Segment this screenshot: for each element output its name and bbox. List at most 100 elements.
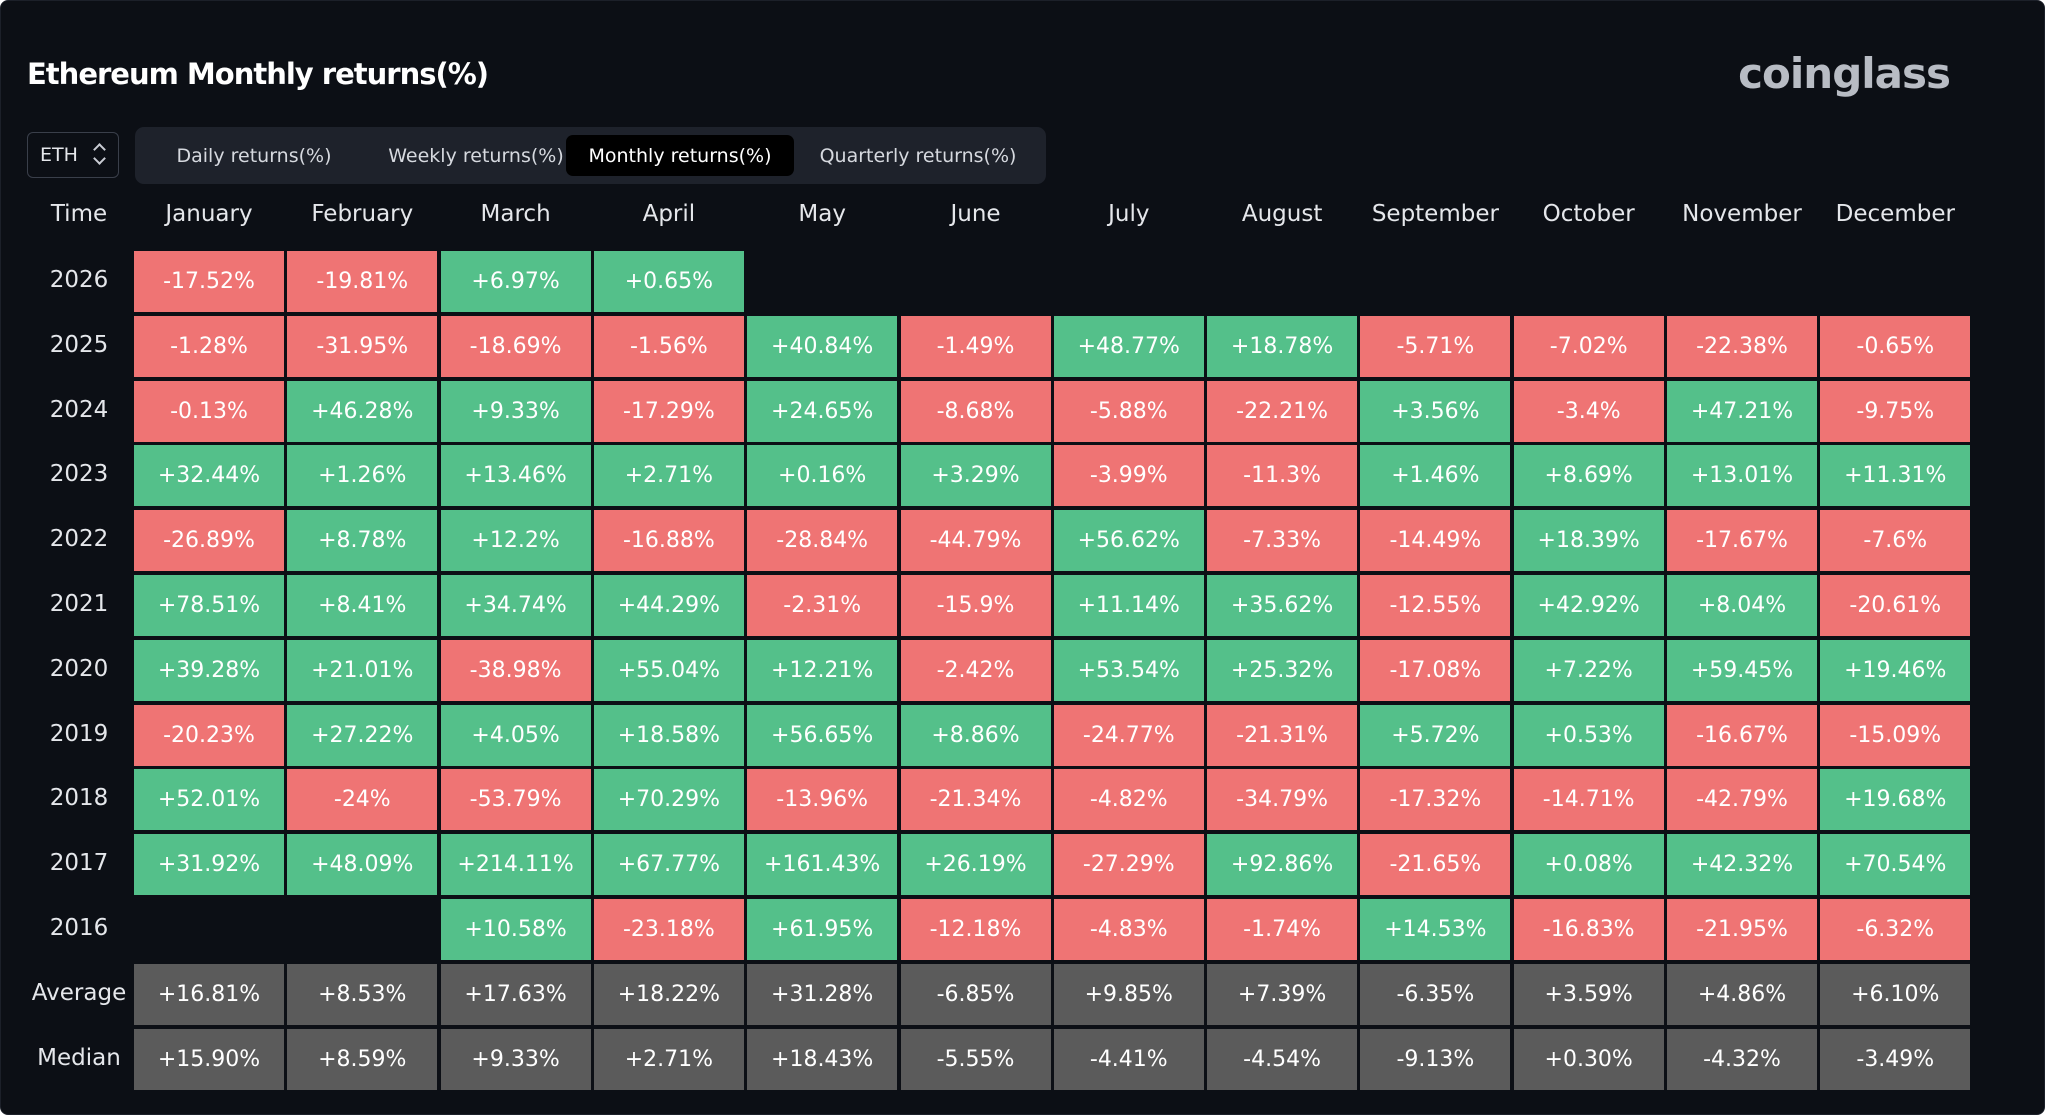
summary-cell: +17.63%	[440, 963, 591, 1025]
return-cell: +14.53%	[1360, 899, 1511, 960]
return-cell: -16.67%	[1667, 704, 1817, 766]
return-cell: +40.84%	[747, 315, 898, 377]
return-cell: +1.26%	[287, 445, 438, 507]
return-cell: +42.32%	[1667, 834, 1817, 896]
return-cell: +9.33%	[440, 380, 591, 442]
return-cell: +0.65%	[593, 251, 744, 312]
summary-cell: +18.22%	[593, 963, 744, 1025]
return-cell: -27.29%	[1053, 834, 1204, 896]
summary-cell: +18.43%	[747, 1028, 898, 1090]
return-cell: -4.82%	[1053, 769, 1204, 831]
return-cell: +26.19%	[900, 834, 1051, 896]
return-cell: +42.92%	[1513, 575, 1664, 636]
return-cell: +161.43%	[747, 834, 898, 896]
return-cell: -7.33%	[1207, 510, 1358, 572]
return-cell: -17.29%	[593, 380, 744, 442]
return-cell: +53.54%	[1053, 639, 1204, 701]
return-cell: +39.28%	[134, 639, 284, 701]
return-cell: -14.71%	[1513, 769, 1664, 831]
return-cell: -21.65%	[1360, 834, 1511, 896]
return-cell: -31.95%	[287, 315, 438, 377]
return-cell: +214.11%	[440, 834, 591, 896]
return-cell: +13.01%	[1667, 445, 1817, 507]
return-cell: -22.38%	[1667, 315, 1817, 377]
summary-cell: -6.85%	[900, 963, 1051, 1025]
return-cell: +31.92%	[134, 834, 284, 896]
return-cell: -17.67%	[1667, 510, 1817, 572]
return-cell: -6.32%	[1820, 899, 1971, 960]
summary-cell: -3.49%	[1820, 1028, 1971, 1090]
summary-cell: +8.53%	[287, 963, 438, 1025]
tab-daily-returns[interactable]: Daily returns(%)	[176, 144, 332, 167]
summary-cell: -6.35%	[1360, 963, 1511, 1025]
summary-cell: +7.39%	[1207, 963, 1358, 1025]
return-cell: +1.46%	[1360, 445, 1511, 507]
row-label: 2019	[49, 720, 109, 747]
return-cell: +27.22%	[287, 704, 438, 766]
return-cell: -26.89%	[134, 510, 284, 572]
column-header-november: November	[1682, 201, 1802, 227]
return-cell: +25.32%	[1207, 639, 1358, 701]
return-cell: +0.08%	[1513, 834, 1664, 896]
return-cell: -3.99%	[1053, 445, 1204, 507]
return-cell: +11.14%	[1053, 575, 1204, 636]
summary-cell: -4.32%	[1667, 1028, 1817, 1090]
column-header-september: September	[1371, 201, 1499, 227]
return-cell: +47.21%	[1667, 380, 1817, 442]
return-cell: +48.09%	[287, 834, 438, 896]
return-cell: -5.71%	[1360, 315, 1511, 377]
return-cell: -2.42%	[900, 639, 1051, 701]
return-cell: -17.08%	[1360, 639, 1511, 701]
return-cell: -23.18%	[593, 899, 744, 960]
column-header-july: July	[1108, 201, 1150, 227]
summary-cell: +6.10%	[1820, 963, 1971, 1025]
row-label: Median	[37, 1044, 121, 1071]
symbol-select[interactable]: ETH	[27, 132, 119, 178]
return-cell: -34.79%	[1207, 769, 1358, 831]
return-cell: +24.65%	[747, 380, 898, 442]
return-cell: -20.23%	[134, 704, 284, 766]
row-label: 2017	[49, 850, 109, 877]
return-cell: +18.39%	[1513, 510, 1664, 572]
return-cell: -4.83%	[1053, 899, 1204, 960]
return-cell: +2.71%	[593, 445, 744, 507]
tab-quarterly-returns[interactable]: Quarterly returns(%)	[819, 144, 1017, 167]
return-cell: -0.65%	[1820, 315, 1971, 377]
return-cell: -21.31%	[1207, 704, 1358, 766]
summary-cell: +0.30%	[1513, 1028, 1664, 1090]
return-cell: +13.46%	[440, 445, 591, 507]
return-cell: -12.55%	[1360, 575, 1511, 636]
return-cell: +32.44%	[134, 445, 284, 507]
return-cell: -53.79%	[440, 769, 591, 831]
return-cell: +55.04%	[593, 639, 744, 701]
return-cell: +48.77%	[1053, 315, 1204, 377]
summary-cell: +9.85%	[1053, 963, 1204, 1025]
coinglass-logo: coinglass	[1738, 49, 1951, 98]
summary-cell: +2.71%	[593, 1028, 744, 1090]
chevron-updown-icon	[94, 143, 104, 165]
return-cell: +18.58%	[593, 704, 744, 766]
column-header-august: August	[1241, 201, 1323, 227]
summary-cell: +31.28%	[747, 963, 898, 1025]
summary-cell: +9.33%	[440, 1028, 591, 1090]
return-cell: -15.9%	[900, 575, 1051, 636]
return-cell: +11.31%	[1820, 445, 1971, 507]
return-cell: -38.98%	[440, 639, 591, 701]
return-cell: +12.21%	[747, 639, 898, 701]
row-label: 2020	[49, 655, 109, 682]
row-label: Average	[31, 979, 127, 1006]
return-cell: +59.45%	[1667, 639, 1817, 701]
return-cell: -1.28%	[134, 315, 284, 377]
return-cell: -1.49%	[900, 315, 1051, 377]
tab-weekly-returns[interactable]: Weekly returns(%)	[388, 144, 564, 167]
return-cell: -18.69%	[440, 315, 591, 377]
return-cell: +21.01%	[287, 639, 438, 701]
return-cell: -14.49%	[1360, 510, 1511, 572]
summary-cell: +3.59%	[1513, 963, 1664, 1025]
returns-period-tabs: Daily returns(%) Weekly returns(%) Month…	[135, 127, 1046, 184]
tab-monthly-returns[interactable]: Monthly returns(%)	[566, 135, 794, 176]
row-label: 2023	[49, 461, 109, 488]
return-cell: +10.58%	[440, 899, 591, 960]
return-cell: +78.51%	[134, 575, 284, 636]
return-cell: +12.2%	[440, 510, 591, 572]
